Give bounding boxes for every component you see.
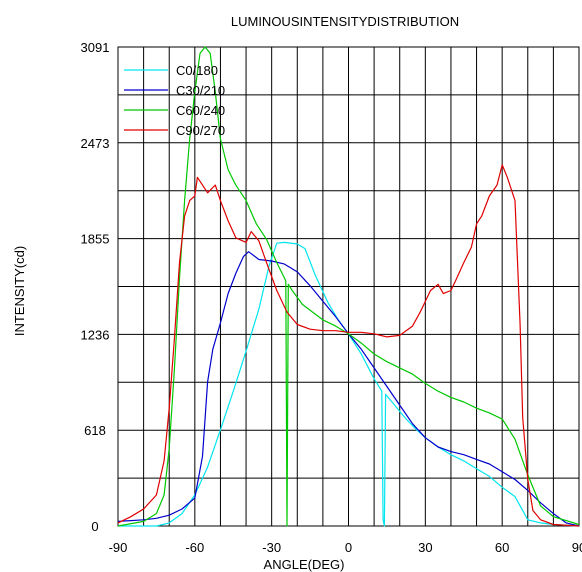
y-tick-label: 1855 [81, 232, 110, 247]
series-line-2 [117, 251, 580, 527]
x-tick-label: 60 [495, 540, 509, 555]
legend-label-1: C0/180 [176, 63, 218, 78]
legend-label-4: C90/270 [176, 123, 225, 138]
x-tick-label: 90 [572, 540, 582, 555]
legend-label-2: C30/210 [176, 83, 225, 98]
y-axis-label: INTENSITY(cd) [12, 246, 27, 336]
x-tick-labels: -90 -60 -30 0 30 60 90 [109, 540, 582, 555]
series-lines [117, 46, 580, 527]
x-tick-label: -90 [109, 540, 128, 555]
y-tick-label: 618 [84, 423, 106, 438]
legend: C0/180 C30/210 C60/240 C90/270 [124, 63, 225, 138]
legend-label-3: C60/240 [176, 103, 225, 118]
series-line-3 [117, 46, 580, 527]
x-tick-label: -30 [262, 540, 281, 555]
y-tick-label: 2473 [81, 136, 110, 151]
plot-frame [117, 46, 580, 527]
chart-title: LUMINOUSINTENSITYDISTRIBUTION [231, 14, 459, 29]
y-tick-label: 0 [91, 519, 98, 534]
x-axis-label: ANGLE(DEG) [264, 557, 345, 572]
grid-lines [117, 46, 580, 527]
y-tick-label: 1236 [81, 327, 110, 342]
x-tick-label: 30 [418, 540, 432, 555]
series-line-4 [117, 164, 580, 527]
x-tick-label: -60 [185, 540, 204, 555]
y-tick-label: 3091 [81, 40, 110, 55]
x-tick-label: 0 [345, 540, 352, 555]
series-line-1 [118, 241, 580, 527]
y-tick-labels: 0 618 1236 1855 2473 3091 [81, 40, 110, 534]
